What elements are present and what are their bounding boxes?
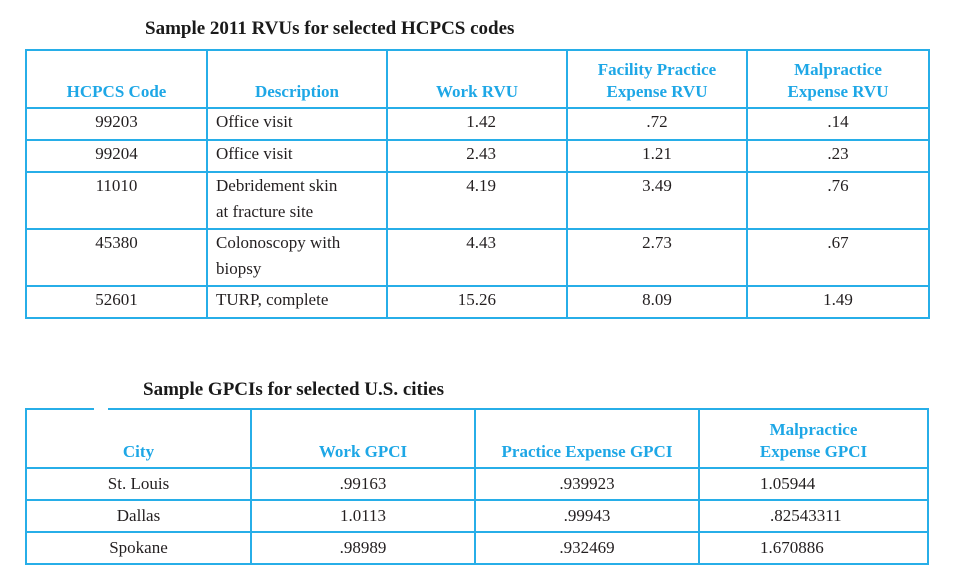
header-pe-gpci: Practice Expense GPCI bbox=[474, 408, 700, 469]
cell-code: 99203 bbox=[25, 107, 208, 141]
cell-work-rvu: 4.19 bbox=[386, 171, 568, 230]
cell-mp-gpci: .82543311 bbox=[698, 499, 929, 533]
table-row: Dallas 1.0113 .99943 .82543311 bbox=[25, 499, 929, 533]
rvu-header-row: HCPCS Code Description Work RVU Facility… bbox=[25, 49, 930, 109]
table-row: 52601 TURP, complete 15.26 8.09 1.49 bbox=[25, 285, 930, 319]
cell-pe-gpci: .99943 bbox=[474, 499, 700, 533]
cell-facility-pe-rvu: 3.49 bbox=[566, 171, 748, 230]
description-line: Debridement skin bbox=[216, 176, 338, 195]
header-malpractice-rvu: Malpractice Expense RVU bbox=[746, 49, 930, 109]
cell-malpractice-rvu: .76 bbox=[746, 171, 930, 230]
header-hcpcs-code: HCPCS Code bbox=[25, 49, 208, 109]
header-line: Expense GPCI bbox=[759, 442, 868, 461]
cell-facility-pe-rvu: 8.09 bbox=[566, 285, 748, 319]
cell-facility-pe-rvu: 2.73 bbox=[566, 228, 748, 287]
table-row: Spokane .98989 .932469 1.670886 bbox=[25, 531, 929, 565]
rvu-table-title: Sample 2011 RVUs for selected HCPCS code… bbox=[145, 18, 515, 39]
description-line: Colonoscopy with bbox=[216, 233, 341, 252]
gpci-table-title: Sample GPCIs for selected U.S. cities bbox=[143, 379, 444, 400]
cell-work-gpci: .98989 bbox=[250, 531, 476, 565]
header-line: Malpractice bbox=[794, 60, 882, 79]
cell-description: TURP, complete bbox=[206, 285, 388, 319]
cell-malpractice-rvu: .67 bbox=[746, 228, 930, 287]
header-description: Description bbox=[206, 49, 388, 109]
cell-work-rvu: 4.43 bbox=[386, 228, 568, 287]
cell-code: 11010 bbox=[25, 171, 208, 230]
gpci-table: City Work GPCI Practice Expense GPCI Mal… bbox=[25, 408, 929, 565]
table-row: 99204 Office visit 2.43 1.21 .23 bbox=[25, 139, 930, 173]
cell-code: 45380 bbox=[25, 228, 208, 287]
header-work-rvu: Work RVU bbox=[386, 49, 568, 109]
table-row: 11010 Debridement skin at fracture site 4… bbox=[25, 171, 930, 230]
cell-facility-pe-rvu: .72 bbox=[566, 107, 748, 141]
border-gap bbox=[94, 406, 108, 412]
header-mp-gpci: Malpractice Expense GPCI bbox=[698, 408, 929, 469]
cell-city: St. Louis bbox=[25, 467, 252, 501]
cell-work-rvu: 1.42 bbox=[386, 107, 568, 141]
cell-malpractice-rvu: 1.49 bbox=[746, 285, 930, 319]
cell-work-gpci: .99163 bbox=[250, 467, 476, 501]
cell-description: Office visit bbox=[206, 139, 388, 173]
cell-work-rvu: 15.26 bbox=[386, 285, 568, 319]
header-work-gpci: Work GPCI bbox=[250, 408, 476, 469]
cell-description: Office visit bbox=[206, 107, 388, 141]
description-line: at fracture site bbox=[216, 202, 314, 221]
header-facility-pe-rvu: Facility Practice Expense RVU bbox=[566, 49, 748, 109]
cell-malpractice-rvu: .14 bbox=[746, 107, 930, 141]
header-line: Expense RVU bbox=[606, 82, 708, 101]
table-row: 45380 Colonoscopy with biopsy 4.43 2.73 .… bbox=[25, 228, 930, 287]
header-line: Malpractice bbox=[769, 420, 858, 439]
cell-pe-gpci: .932469 bbox=[474, 531, 700, 565]
cell-city: Spokane bbox=[25, 531, 252, 565]
cell-code: 52601 bbox=[25, 285, 208, 319]
cell-facility-pe-rvu: 1.21 bbox=[566, 139, 748, 173]
cell-description: Debridement skin at fracture site bbox=[206, 171, 388, 230]
table-row: St. Louis .99163 .939923 1.05944 bbox=[25, 467, 929, 501]
cell-mp-gpci: 1.670886 bbox=[698, 531, 929, 565]
header-line: Expense RVU bbox=[787, 82, 889, 101]
description-line: biopsy bbox=[216, 259, 262, 278]
cell-malpractice-rvu: .23 bbox=[746, 139, 930, 173]
header-city: City bbox=[25, 408, 252, 469]
cell-mp-gpci: 1.05944 bbox=[698, 467, 929, 501]
cell-description: Colonoscopy with biopsy bbox=[206, 228, 388, 287]
header-line: Facility Practice bbox=[597, 60, 717, 79]
gpci-header-row: City Work GPCI Practice Expense GPCI Mal… bbox=[25, 408, 929, 469]
cell-code: 99204 bbox=[25, 139, 208, 173]
cell-city: Dallas bbox=[25, 499, 252, 533]
table-row: 99203 Office visit 1.42 .72 .14 bbox=[25, 107, 930, 141]
cell-work-rvu: 2.43 bbox=[386, 139, 568, 173]
cell-pe-gpci: .939923 bbox=[474, 467, 700, 501]
cell-work-gpci: 1.0113 bbox=[250, 499, 476, 533]
rvu-table: HCPCS Code Description Work RVU Facility… bbox=[25, 49, 930, 319]
